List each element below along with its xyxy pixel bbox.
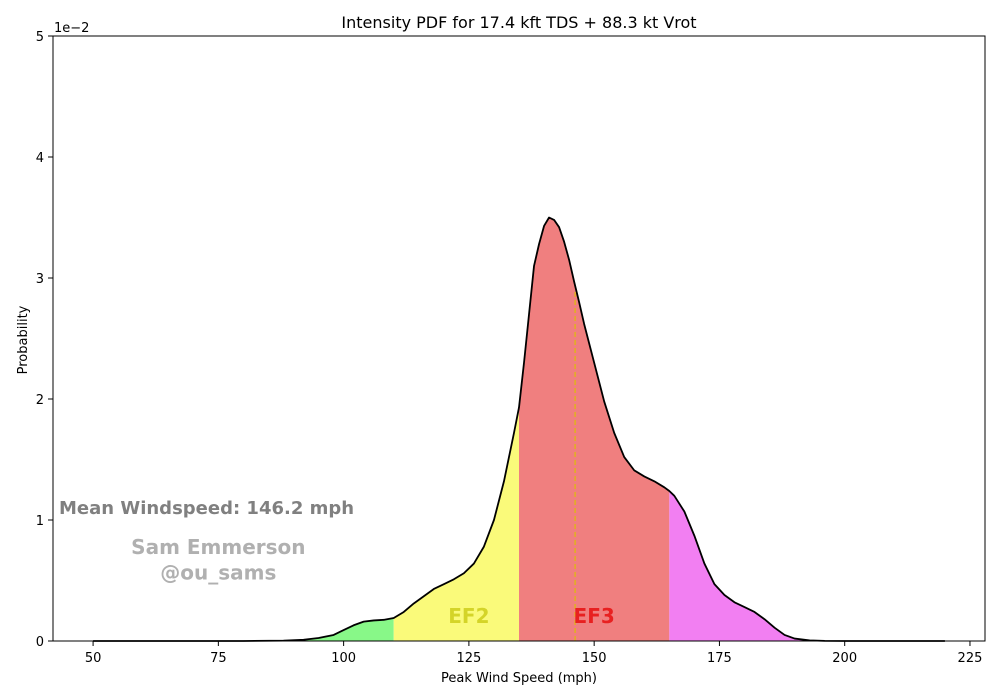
y-axis-label: Probability bbox=[16, 305, 31, 374]
x-tick-label: 150 bbox=[582, 651, 607, 666]
x-tick-label: 100 bbox=[331, 651, 356, 666]
pdf-curve-layer bbox=[93, 216, 945, 642]
x-tick-label: 200 bbox=[832, 651, 857, 666]
x-axis-label: Peak Wind Speed (mph) bbox=[441, 671, 597, 686]
x-tick-label: 50 bbox=[85, 651, 102, 666]
chart-title: Intensity PDF for 17.4 kft TDS + 88.3 kt… bbox=[341, 13, 696, 32]
fill-ef4 bbox=[669, 490, 845, 641]
y-tick-label: 4 bbox=[36, 151, 44, 166]
y-tick-label: 2 bbox=[36, 393, 44, 408]
fill-ef3 bbox=[519, 217, 670, 641]
x-tick-label: 75 bbox=[210, 651, 227, 666]
y-tick-label: 5 bbox=[36, 30, 44, 45]
category-fills bbox=[273, 217, 845, 641]
annotations: Mean Windspeed: 146.2 mph Sam Emmerson@ou… bbox=[59, 498, 615, 628]
fill-ef2 bbox=[393, 407, 519, 641]
plot-frame bbox=[52, 35, 986, 642]
ef-label-ef3: EF3 bbox=[574, 604, 615, 628]
x-tick-label: 125 bbox=[456, 651, 481, 666]
ef-label-ef2: EF2 bbox=[448, 604, 489, 628]
y-tick-label: 0 bbox=[36, 635, 44, 650]
axis-ticks: 50 75 100 125 150 175 200 225 0 1 2 3 4 5 bbox=[36, 30, 983, 666]
y-scale-offset: 1e−2 bbox=[54, 21, 89, 36]
credit-handle: @ou_sams bbox=[160, 560, 276, 584]
fill-ef1 bbox=[273, 618, 394, 641]
x-tick-label: 225 bbox=[958, 651, 983, 666]
y-tick-label: 3 bbox=[36, 272, 44, 287]
mean-windspeed-annotation: Mean Windspeed: 146.2 mph bbox=[59, 498, 354, 519]
y-tick-label: 1 bbox=[36, 514, 44, 529]
plot-border bbox=[52, 35, 986, 642]
credit-name: Sam Emmerson bbox=[131, 535, 305, 559]
pdf-curve bbox=[93, 216, 945, 642]
x-tick-label: 175 bbox=[707, 651, 732, 666]
